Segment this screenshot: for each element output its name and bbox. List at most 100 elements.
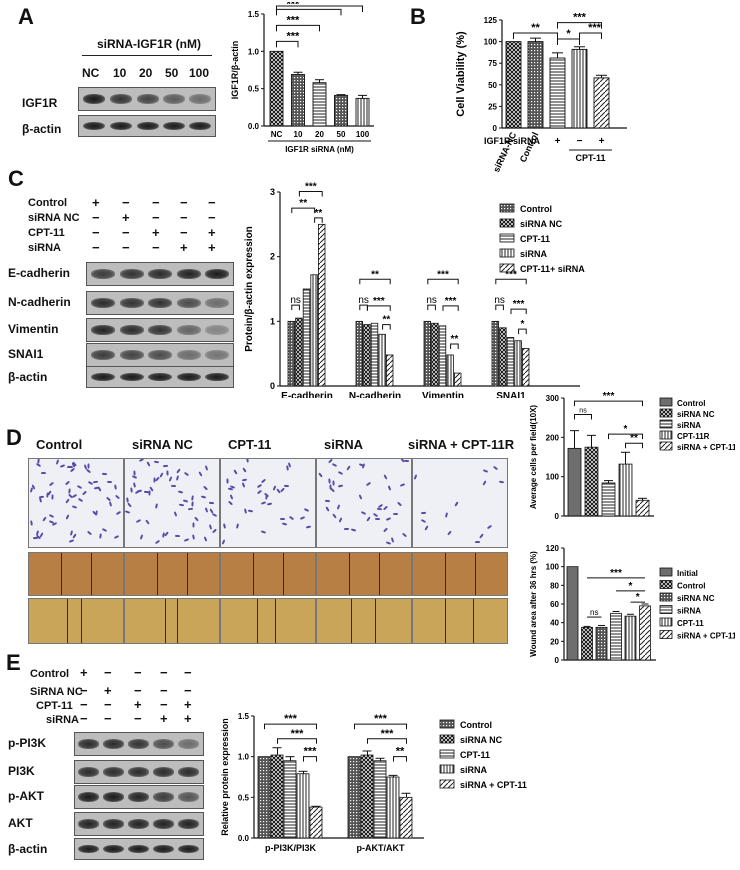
x-tick-label: Vimentin [422, 391, 464, 398]
migrated-cell [191, 495, 194, 501]
wound-edge-line [275, 599, 276, 643]
bar [635, 499, 650, 517]
image-title: siRNA + CPT-11R [408, 437, 515, 452]
legend-label: siRNA + CPT-11 [677, 632, 735, 641]
row-label: IGF1R siRNA [484, 136, 541, 146]
blot-band [153, 792, 174, 802]
treatment-sign: − [80, 683, 88, 698]
bar [363, 324, 371, 387]
sig-bracket [382, 324, 391, 330]
treatment-sign: + [92, 195, 100, 210]
migrated-cell [350, 528, 357, 532]
blot-band [78, 792, 99, 802]
sig-label: *** [603, 391, 615, 402]
y-tick-label: 1.0 [238, 753, 250, 762]
migrated-cell [479, 533, 484, 539]
migrated-cell [162, 464, 169, 468]
blot-band [205, 325, 229, 335]
migrated-cell [168, 476, 173, 482]
treatment-sign: − [160, 683, 168, 698]
transwell-image [316, 458, 412, 548]
migrated-cell [266, 502, 273, 506]
bar [584, 446, 599, 517]
sig-label: ns [290, 295, 301, 306]
blot-band [91, 298, 115, 308]
migrated-cell [397, 501, 402, 507]
migrated-cell [187, 507, 194, 511]
blot-band [178, 792, 199, 802]
sig-label: ** [299, 198, 307, 209]
bar [318, 223, 326, 387]
treatment-row-label: CPT-11 [28, 227, 65, 239]
migrated-cell [305, 525, 312, 529]
bar [446, 354, 454, 387]
wound-image-initial [28, 552, 124, 596]
migrated-cell [280, 487, 285, 493]
blot-band [178, 739, 199, 749]
treatment-sign: − [104, 711, 112, 726]
sig-bracket [276, 5, 363, 12]
migrated-cell [241, 482, 246, 488]
blot-band [78, 844, 99, 854]
migrated-cell [65, 514, 70, 520]
sig-bracket [291, 304, 300, 311]
legend-swatch [499, 263, 515, 273]
sig-label: *** [287, 30, 301, 42]
legend-label: CPT-11 [677, 619, 704, 628]
migrated-cell [200, 495, 207, 499]
migrated-cell [376, 507, 383, 511]
wound-edge-line [445, 599, 446, 643]
migrated-cell [332, 513, 337, 519]
migrated-cell [385, 517, 392, 521]
migrated-cell [166, 470, 169, 476]
migrated-cell [390, 537, 395, 543]
migrated-cell [366, 516, 371, 522]
x-tick-label: p-PI3K/PI3K [265, 843, 317, 853]
migrated-cell [337, 471, 344, 475]
migrated-cell [99, 533, 102, 539]
legend-swatch [659, 617, 673, 627]
migrated-cell [101, 528, 108, 532]
sig-label: *** [373, 296, 385, 307]
migrated-cell [194, 516, 199, 522]
blot-igf1r [78, 87, 216, 111]
migrated-cell [135, 518, 142, 524]
sig-bracket [574, 414, 592, 420]
sig-label: ** [383, 315, 391, 326]
blot-band [103, 819, 124, 829]
wound-edge-line [379, 553, 380, 595]
bar [385, 354, 394, 387]
bar [491, 320, 499, 387]
migrated-cell [114, 484, 117, 490]
migrated-cell [420, 518, 427, 524]
legend-swatch [439, 749, 455, 759]
blot-band [91, 372, 115, 382]
migrated-cell [38, 497, 43, 503]
bar [312, 82, 327, 127]
blot-band [153, 767, 174, 777]
bar [453, 372, 462, 387]
bar [624, 615, 637, 661]
blot-row-label: E-cadherin [8, 266, 71, 280]
bar [601, 482, 616, 517]
migrated-cell [343, 527, 350, 531]
sig-bracket [277, 738, 317, 744]
treatment-sign: + [180, 240, 188, 255]
sig-label: *** [305, 182, 317, 193]
y-tick-label: 1.5 [238, 712, 250, 721]
sig-bracket [314, 217, 323, 223]
y-tick-label: 100 [546, 473, 560, 482]
treatment-sign: − [122, 195, 130, 210]
y-tick-label: 40 [550, 619, 559, 628]
migrated-cell [51, 522, 58, 526]
blot-band [176, 269, 201, 279]
bar [302, 288, 311, 387]
blot-band [176, 325, 201, 335]
migrated-cell [203, 536, 208, 542]
bar [438, 325, 447, 387]
bar [581, 626, 593, 661]
bar [618, 463, 633, 517]
blot-band [205, 269, 229, 279]
treatment-row-label: siRNA [28, 242, 62, 254]
migrated-cell [283, 484, 290, 488]
